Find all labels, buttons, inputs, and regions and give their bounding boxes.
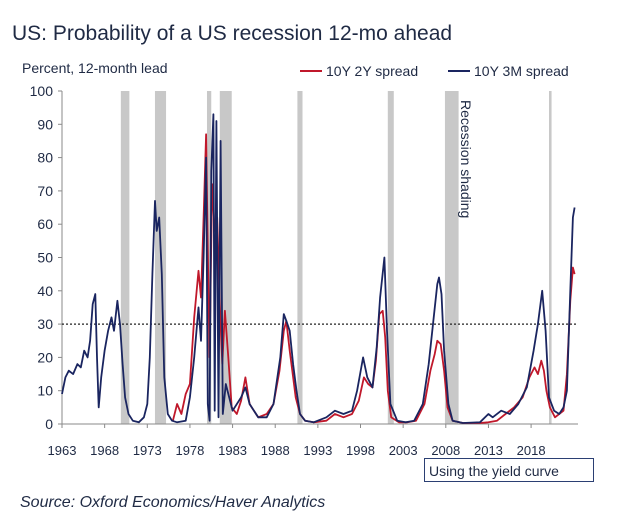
x-tick-label-2018: 2018	[517, 443, 546, 458]
legend-item-10y-2y: 10Y 2Y spread	[300, 63, 418, 79]
x-tick-label-1993: 1993	[303, 443, 332, 458]
x-tick-label-1988: 1988	[261, 443, 290, 458]
y-tick-label-40: 40	[37, 283, 53, 299]
y-tick-label-0: 0	[45, 416, 53, 432]
recession-bar-7	[549, 91, 552, 424]
x-tick-label-1963: 1963	[48, 443, 77, 458]
legend-item-10y-3m: 10Y 3M spread	[448, 63, 569, 79]
legend-label-10y-3m: 10Y 3M spread	[474, 63, 569, 79]
legend-swatch-red	[300, 70, 322, 72]
recession-bar-3	[219, 91, 232, 424]
y-tick-label-70: 70	[37, 183, 53, 199]
y-tick-label-30: 30	[37, 316, 53, 332]
legend-label-10y-2y: 10Y 2Y spread	[326, 63, 419, 79]
recession-bar-0	[120, 91, 130, 424]
y-tick-label-80: 80	[37, 150, 53, 166]
source-note: Source: Oxford Economics/Haver Analytics	[20, 494, 326, 511]
y-tick-label-60: 60	[37, 216, 53, 232]
recession-bar-5	[387, 91, 394, 424]
recession-shading-label: Recession shading	[458, 100, 474, 218]
legend-swatch-navy	[448, 70, 470, 72]
series-line-10y-3m	[61, 113, 576, 424]
recession-bars	[120, 91, 552, 424]
caption-box: Using the yield curve	[424, 458, 594, 482]
axes: 0 10 20 30 40 50 60 70 80 90 100 1963 1968 1973 1978 19…	[30, 83, 578, 458]
x-tick-label-2013: 2013	[474, 443, 503, 458]
x-tick-label-1968: 1968	[90, 443, 119, 458]
recession-bar-6	[444, 91, 459, 424]
recession-bar-4	[297, 91, 303, 424]
recession-probability-chart: 0 10 20 30 40 50 60 70 80 90 100 1963 1968 1973 1978 19…	[30, 83, 578, 458]
y-tick-label-10: 10	[37, 383, 53, 399]
x-tick-label-1998: 1998	[346, 443, 375, 458]
y-axis-label: Percent, 12-month lead	[22, 60, 168, 76]
recession-bar-2	[206, 91, 212, 424]
x-tick-label-2003: 2003	[389, 443, 418, 458]
x-tick-label-1973: 1973	[133, 443, 162, 458]
y-tick-label-20: 20	[37, 349, 53, 365]
x-tick-label-1983: 1983	[218, 443, 247, 458]
chart-title: US: Probability of a US recession 12-mo …	[12, 22, 453, 45]
y-tick-label-50: 50	[37, 250, 53, 266]
y-tick-label-100: 100	[30, 83, 54, 99]
x-tick-label-1978: 1978	[175, 443, 204, 458]
chart-labels: Recession shading	[458, 100, 474, 218]
y-tick-label-90: 90	[37, 116, 53, 132]
series-lines	[61, 113, 576, 424]
x-tick-label-2008: 2008	[431, 443, 460, 458]
